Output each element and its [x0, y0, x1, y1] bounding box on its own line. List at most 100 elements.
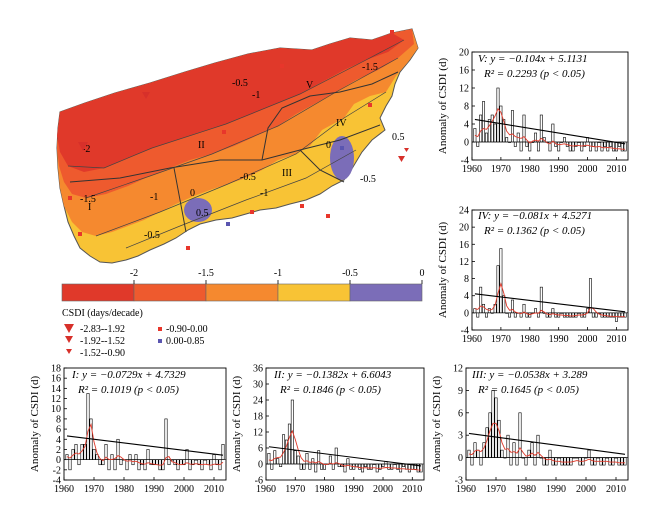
anomaly-bar — [551, 123, 555, 143]
x-tick-label: 1960 — [54, 484, 74, 495]
x-tick-label: 1980 — [520, 334, 540, 345]
colorbar-segment — [277, 283, 351, 302]
station-square-red — [68, 196, 72, 200]
x-tick-label: 1960 — [462, 334, 482, 345]
y-tick-label: 0 — [458, 453, 463, 464]
legend-triangle-medium-icon — [65, 336, 73, 343]
colorbar-segment — [61, 283, 135, 302]
x-tick-label: 1990 — [144, 484, 164, 495]
station-square-red — [78, 232, 82, 236]
r-squared-label: R² = 0.1019 (p < 0.05) — [77, 384, 179, 396]
map-contour-label: -2 — [82, 144, 90, 155]
anomaly-bar — [355, 463, 359, 467]
colorbar-title: CSDI (days/decade) — [62, 308, 143, 319]
map-contour-label: -1 — [252, 90, 260, 101]
anomaly-bar — [167, 459, 171, 466]
legend-label: -1.52--0.90 — [80, 348, 125, 359]
x-tick-label: 1990 — [549, 334, 569, 345]
anomaly-bar — [404, 463, 408, 470]
anomaly-bar — [98, 459, 102, 466]
station-triangle-medium — [398, 156, 405, 162]
anomaly-bar — [609, 141, 613, 147]
map-contour-label: -1.5 — [80, 194, 96, 205]
anomaly-bar — [131, 459, 135, 466]
anomaly-bar — [407, 463, 411, 473]
trend-line — [474, 293, 626, 313]
map-station-markers — [68, 30, 409, 250]
map-contour-label: 0.5 — [392, 132, 405, 143]
anomaly-bar — [505, 137, 509, 143]
anomaly-bar — [68, 459, 72, 471]
y-tick-label: 0 — [56, 455, 61, 466]
smoothed-curve — [474, 282, 626, 318]
anomaly-bar — [534, 308, 538, 314]
y-tick-label: 10 — [51, 404, 61, 415]
chart-panel-region-v: -4 0 4 8 12 16 20 1960 1970 1980 1990 2000 2010 V: y … — [437, 48, 629, 175]
anomaly-bar — [551, 308, 555, 314]
anomaly-bar — [569, 457, 573, 466]
chart-panel-region-ii: -6 0 6 12 18 24 30 36 1960 1970 1980 1990 2000 2010 II… — [231, 364, 425, 495]
anomaly-bar — [488, 412, 492, 458]
x-tick-label: 1980 — [516, 484, 536, 495]
y-tick-label: 8 — [464, 274, 469, 285]
anomaly-bar — [155, 459, 159, 466]
map-zone-red — [57, 33, 404, 172]
anomaly-bar — [515, 457, 519, 466]
anomaly-bar — [311, 458, 315, 465]
anomaly-bar — [557, 141, 561, 152]
anomaly-bar — [299, 463, 303, 470]
anomaly-bar — [560, 457, 564, 466]
anomaly-bar — [510, 299, 514, 314]
x-tick-label: 1970 — [84, 484, 104, 495]
anomaly-bar — [499, 248, 503, 314]
anomaly-bar — [358, 463, 362, 470]
regression-equation: V: y = −0.104x + 5.1131 — [478, 53, 588, 65]
x-tick-label: 1990 — [344, 484, 364, 495]
anomaly-bar — [267, 453, 271, 465]
r-squared-label: R² = 0.1846 (p < 0.05) — [279, 384, 381, 396]
anomaly-bar — [402, 463, 405, 467]
anomaly-bar — [282, 434, 286, 465]
y-tick-label: 30 — [253, 380, 263, 391]
anomaly-bar — [164, 418, 168, 460]
anomaly-bar — [364, 463, 367, 467]
legend-triangle-small-icon — [66, 349, 72, 354]
y-tick-label: 4 — [56, 435, 61, 446]
anomaly-bar — [390, 463, 394, 470]
anomaly-bar — [527, 449, 531, 458]
station-square-red — [222, 130, 226, 134]
anomaly-bar — [513, 141, 517, 147]
anomaly-bar — [212, 454, 216, 460]
x-tick-label: 2010 — [204, 484, 224, 495]
anomaly-bar — [497, 419, 501, 458]
y-tick-label: 6 — [458, 408, 463, 419]
anomaly-bar — [293, 450, 297, 465]
y-tick-label: -4 — [461, 156, 469, 167]
anomaly-bar — [137, 459, 141, 471]
trend-line — [268, 446, 422, 467]
anomaly-bar — [305, 453, 309, 465]
anomaly-bar — [146, 449, 150, 460]
anomaly-bar — [334, 447, 338, 465]
anomaly-bar — [482, 303, 486, 314]
station-square-blue — [226, 222, 230, 226]
y-tick-label: -4 — [53, 476, 61, 487]
y-tick-label: 20 — [459, 48, 469, 59]
y-tick-label: -2 — [53, 465, 61, 476]
anomaly-bar — [369, 463, 373, 470]
station-square-red — [390, 30, 394, 34]
y-axis-label: Anomaly of CSDI (d) — [231, 376, 243, 473]
x-tick-label: 1960 — [256, 484, 276, 495]
anomaly-bar — [473, 442, 477, 458]
anomaly-bar — [399, 463, 403, 473]
anomaly-bar — [594, 312, 598, 318]
y-axis-label: Anomaly of CSDI (d) — [437, 222, 449, 319]
anomaly-bar — [530, 442, 534, 458]
anomaly-bar — [128, 454, 132, 460]
anomaly-bar — [381, 463, 385, 467]
anomaly-bar — [571, 312, 575, 318]
anomaly-bar — [533, 457, 537, 466]
anomaly-bar — [608, 457, 612, 466]
station-square-red — [186, 246, 190, 250]
anomaly-bar — [508, 312, 512, 318]
